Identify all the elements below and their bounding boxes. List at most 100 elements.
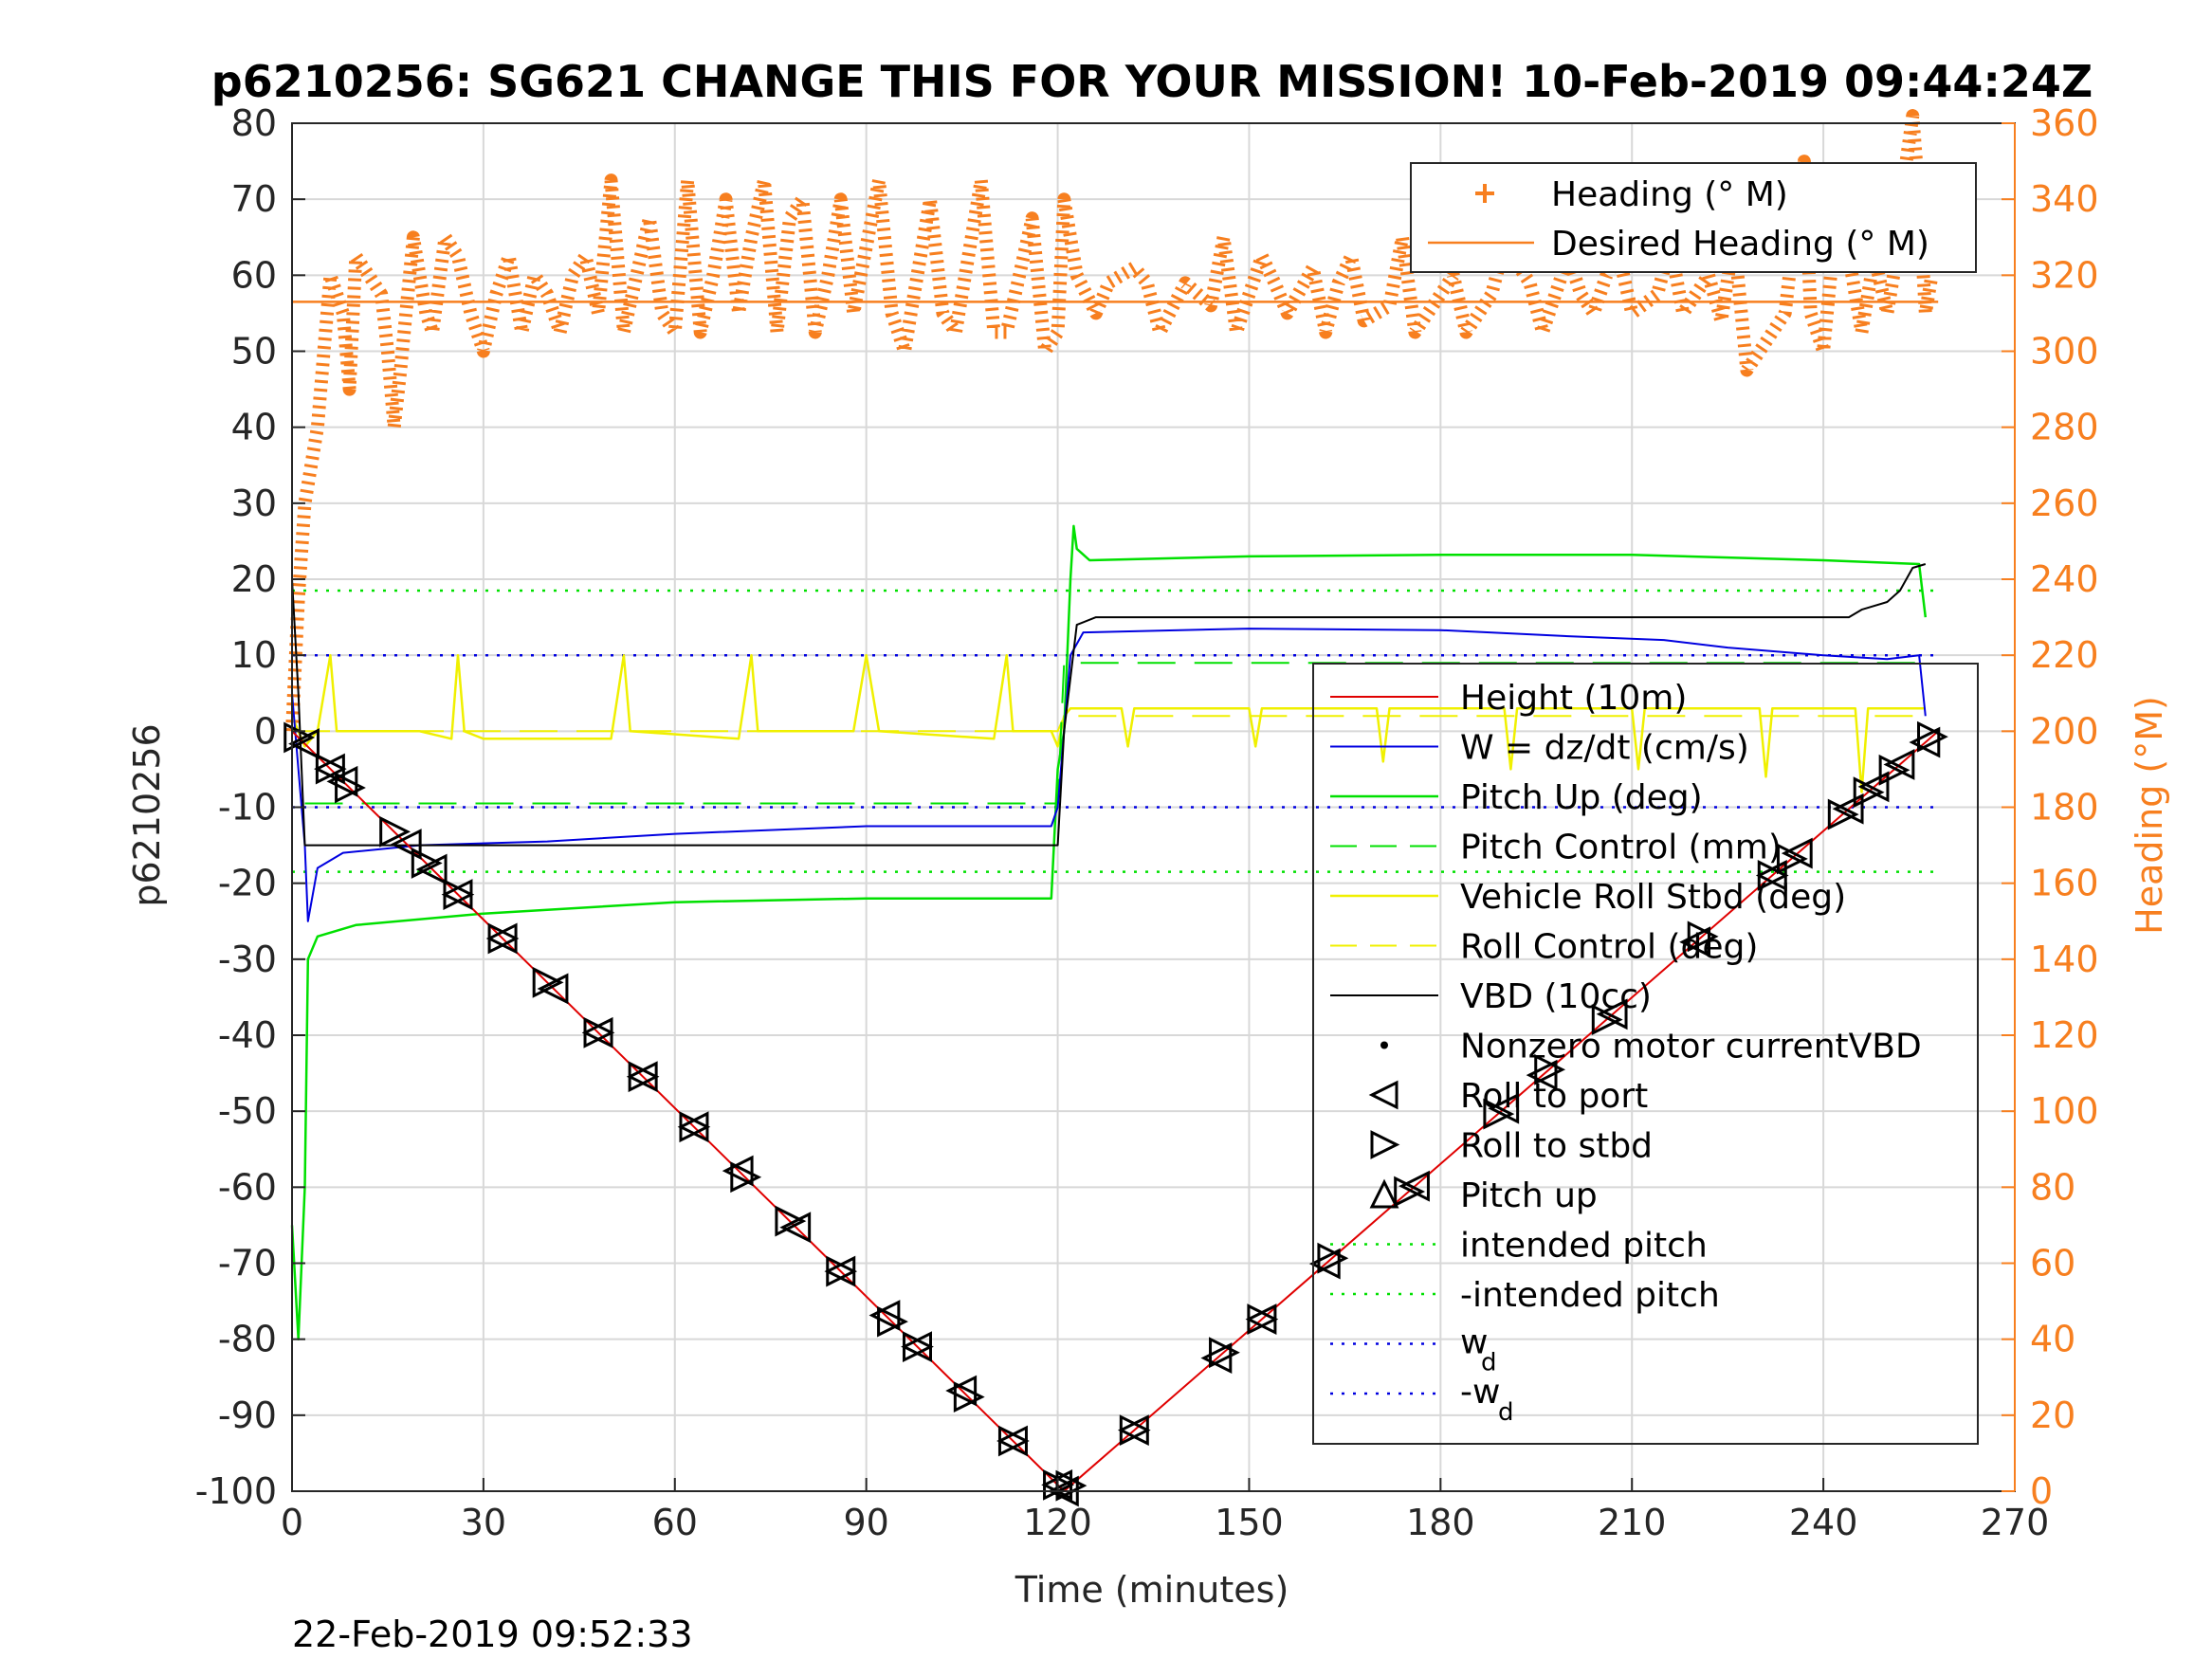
roll-to-port-marker xyxy=(1909,726,1941,758)
right-y-tick-label: 160 xyxy=(2030,863,2099,904)
right-y-tick-label: 140 xyxy=(2030,939,2099,980)
roll-to-stbd-marker xyxy=(411,848,443,879)
y-tick-label: -20 xyxy=(218,863,277,904)
legend-entry-label: Pitch up xyxy=(1460,1176,1598,1215)
roll-to-port-marker xyxy=(1781,837,1813,869)
y-tick-label: -50 xyxy=(218,1090,277,1132)
roll-to-port-marker xyxy=(1679,926,1711,958)
y-tick-label: 80 xyxy=(231,102,277,144)
roll-to-port-marker xyxy=(868,1300,901,1331)
y-axis-label-right: Heading (°M) xyxy=(2129,696,2170,935)
y-tick-label: 50 xyxy=(231,331,277,373)
roll-to-port-marker xyxy=(390,829,422,861)
roll-to-port-marker xyxy=(415,853,448,885)
roll-to-port-marker xyxy=(1488,1092,1520,1124)
right-y-tick-label: 320 xyxy=(2030,254,2099,296)
x-tick-label: 60 xyxy=(652,1502,698,1543)
legend-wd-subscript: d xyxy=(1498,1398,1514,1427)
right-y-tick-label: 0 xyxy=(2030,1470,2053,1512)
legend-entry-label: Roll to port xyxy=(1460,1077,1648,1116)
x-tick-label: 240 xyxy=(1789,1502,1858,1543)
roll-to-stbd-marker xyxy=(315,753,347,785)
roll-to-port-marker xyxy=(1832,793,1864,825)
roll-to-stbd-marker xyxy=(1119,1414,1151,1447)
right-y-tick-label: 200 xyxy=(2030,710,2099,752)
legend-heading-label: Heading (° M) xyxy=(1551,175,1788,214)
roll-to-stbd-marker xyxy=(826,1255,858,1287)
right-y-tick-label: 240 xyxy=(2030,558,2099,600)
y-tick-label: -10 xyxy=(218,787,277,829)
series-line-pitch-up-deg xyxy=(290,524,1928,1340)
x-tick-label: 150 xyxy=(1215,1502,1284,1543)
y-axis-label: p6210256 xyxy=(126,723,168,906)
roll-to-stbd-marker xyxy=(335,772,366,804)
roll-to-port-marker xyxy=(1398,1170,1430,1202)
right-y-tick-label: 300 xyxy=(2030,331,2099,373)
roll-to-stbd-marker xyxy=(443,879,475,911)
roll-to-port-marker xyxy=(1308,1248,1341,1280)
right-y-tick-label: 100 xyxy=(2030,1090,2099,1132)
y-tick-label: 70 xyxy=(231,178,277,220)
roll-to-port-marker xyxy=(722,1155,754,1187)
y-tick-label: 30 xyxy=(231,483,277,524)
legend-entry-label: Height (10m) xyxy=(1460,679,1687,718)
x-tick-label: 90 xyxy=(843,1502,888,1543)
legend-layer: Heading (° M) Desired Heading (° M) Height… xyxy=(1312,162,1979,1445)
y-tick-label: -30 xyxy=(218,939,277,980)
roll-to-stbd-marker xyxy=(1878,754,1910,786)
y-tick-label: 20 xyxy=(231,558,277,600)
roll-to-stbd-marker xyxy=(1209,1337,1240,1369)
roll-to-stbd-marker xyxy=(1591,1004,1623,1036)
y-tick-label: 0 xyxy=(254,710,277,752)
y-tick-label: 10 xyxy=(231,634,277,676)
y-tick-label: -60 xyxy=(218,1166,277,1208)
roll-to-stbd-marker xyxy=(775,1205,807,1237)
legend-entry-label: intended pitch xyxy=(1460,1227,1708,1266)
roll-to-stbd-marker xyxy=(1394,1176,1426,1208)
legend-entry-label: Vehicle Roll Stbd (deg) xyxy=(1460,878,1846,917)
series-line-heading-m xyxy=(285,109,1939,732)
roll-to-stbd-marker xyxy=(953,1381,985,1413)
legend-entry-label: -intended pitch xyxy=(1460,1276,1720,1315)
right-y-tick-label: 280 xyxy=(2030,407,2099,448)
right-y-tick-label: 360 xyxy=(2030,102,2099,144)
roll-to-stbd-marker xyxy=(1687,921,1719,953)
roll-to-stbd-marker xyxy=(1247,1304,1279,1336)
roll-to-stbd-marker xyxy=(1757,860,1789,891)
legend-wd-label: w xyxy=(1460,1323,1488,1362)
right-y-tick-label: 20 xyxy=(2030,1395,2075,1436)
legend-wd-subscript: d xyxy=(1481,1349,1497,1377)
roll-to-stbd-marker xyxy=(1317,1242,1349,1274)
legend-main-box xyxy=(1312,663,1979,1445)
roll-to-port-marker xyxy=(1883,749,1915,780)
right-y-tick-label: 120 xyxy=(2030,1014,2099,1056)
y-tick-label: -100 xyxy=(195,1470,277,1512)
legend-stbd-marker xyxy=(1370,1130,1400,1159)
legend-dot-marker xyxy=(1380,1041,1388,1049)
y-tick-label: -90 xyxy=(218,1395,277,1436)
right-y-tick-label: 40 xyxy=(2030,1319,2075,1360)
x-tick-label: 120 xyxy=(1023,1502,1092,1543)
roll-to-port-marker xyxy=(1526,1059,1558,1091)
y-tick-label: 40 xyxy=(231,407,277,448)
roll-to-stbd-marker xyxy=(997,1425,1030,1457)
y-tick-label: -80 xyxy=(218,1319,277,1360)
legend-entry-label: Roll to stbd xyxy=(1460,1127,1653,1166)
x-tick-label: 180 xyxy=(1406,1502,1475,1543)
roll-to-stbd-marker xyxy=(679,1111,711,1143)
chart-title: p6210256: SG621 CHANGE THIS FOR YOUR MIS… xyxy=(211,56,2093,107)
right-y-tick-label: 220 xyxy=(2030,634,2099,676)
roll-to-port-marker xyxy=(288,728,320,760)
x-tick-label: 30 xyxy=(461,1502,506,1543)
roll-to-port-marker xyxy=(1200,1342,1233,1374)
right-y-tick-label: 260 xyxy=(2030,483,2099,524)
roll-to-stbd-marker xyxy=(583,1016,615,1048)
timestamp-label: 22-Feb-2019 09:52:33 xyxy=(292,1613,693,1655)
roll-to-stbd-marker xyxy=(1853,776,1885,809)
roll-to-port-marker xyxy=(1596,998,1628,1030)
axes-layer: 0 30 60 90 120 150 180 210 240 270-100-90-80-70-6… xyxy=(195,102,2099,1543)
roll-to-stbd-marker xyxy=(730,1161,762,1194)
roll-to-stbd-marker xyxy=(1534,1053,1566,1085)
